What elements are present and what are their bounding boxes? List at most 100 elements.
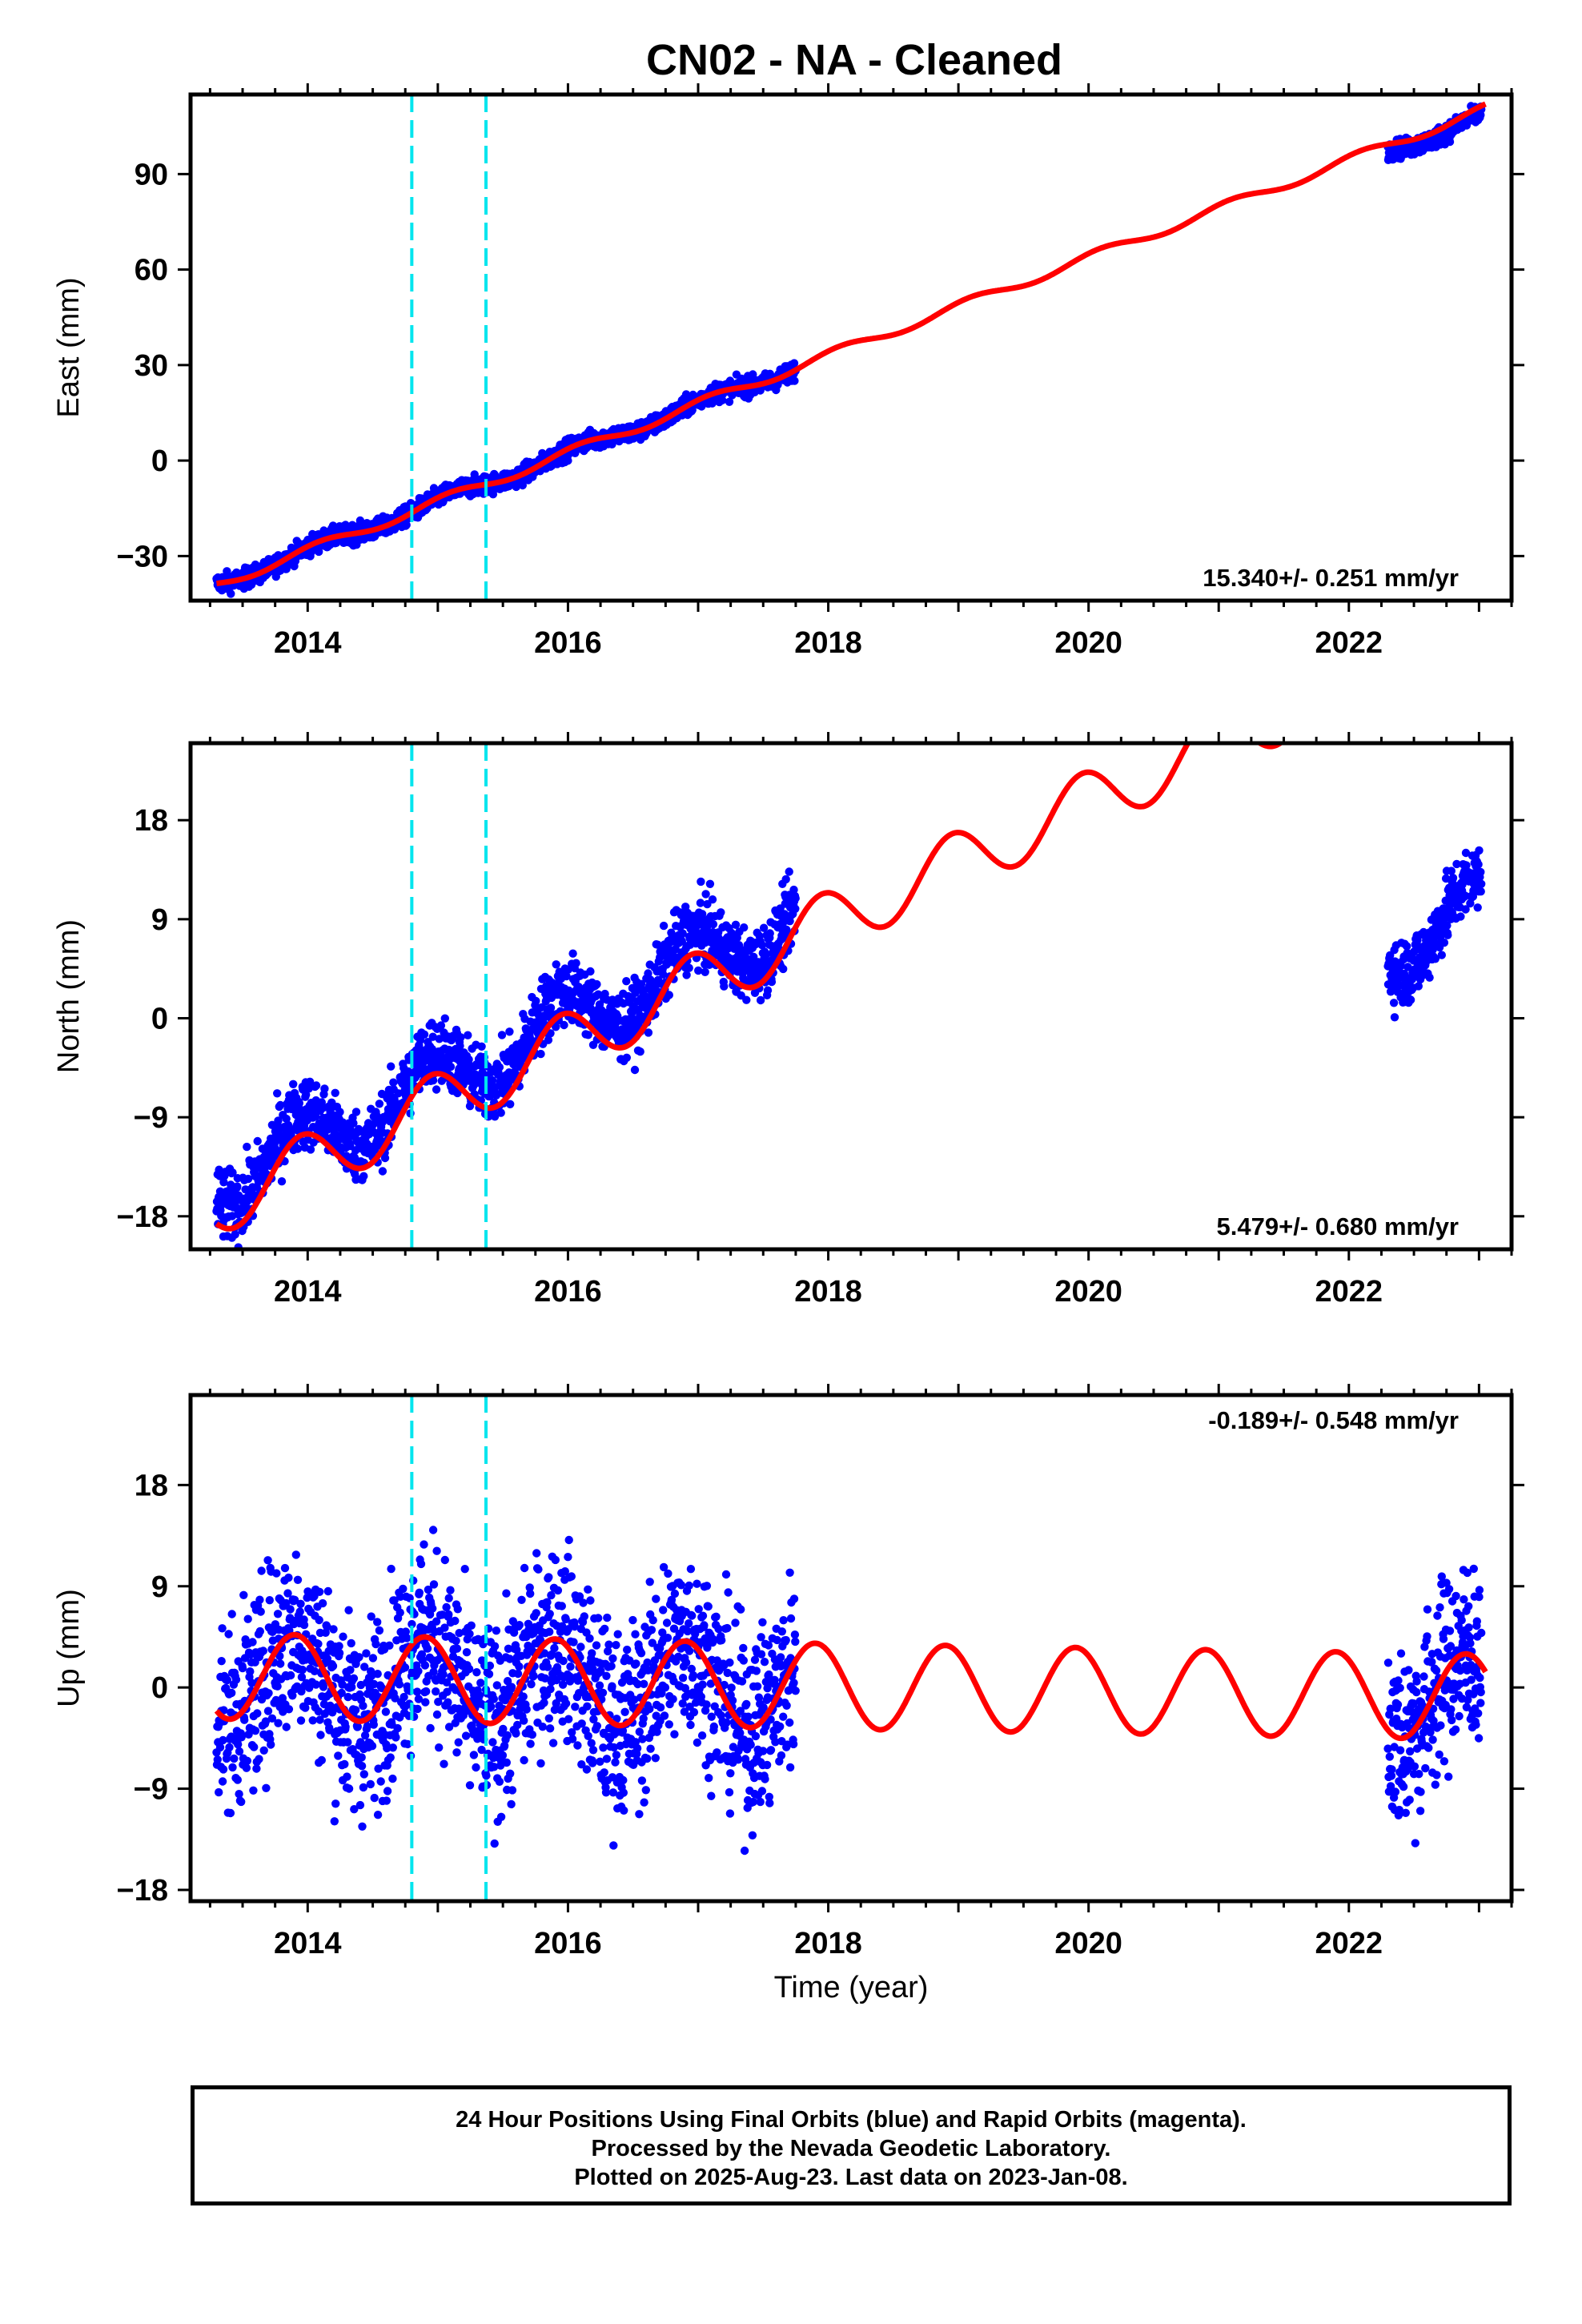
up-data-point: [548, 1739, 558, 1747]
north-data-point: [394, 1089, 403, 1098]
north-y-tick-label: −9: [134, 1101, 168, 1135]
up-data-point: [396, 1608, 404, 1617]
up-data-point: [297, 1673, 307, 1682]
up-data-point: [273, 1610, 283, 1618]
up-data-point: [527, 1679, 536, 1689]
north-data-point: [1452, 859, 1461, 869]
north-data-point: [781, 875, 790, 884]
up-data-point: [440, 1555, 449, 1565]
east-data-point: [1445, 137, 1455, 147]
up-data-point: [461, 1731, 471, 1740]
up-data-point: [349, 1674, 359, 1683]
north-data-point: [496, 1108, 505, 1117]
north-data-point: [682, 971, 691, 979]
up-data-point: [465, 1630, 474, 1638]
up-data-point: [252, 1764, 261, 1773]
north-data-point: [757, 941, 767, 950]
up-data-point: [233, 1775, 242, 1784]
north-data-point: [685, 963, 693, 972]
up-data-point: [230, 1754, 239, 1763]
north-data-point: [742, 995, 751, 1004]
north-data-point: [740, 923, 749, 932]
up-data-point: [545, 1724, 555, 1733]
up-data-point: [315, 1587, 324, 1597]
north-data-point: [1476, 887, 1485, 896]
up-data-point: [454, 1738, 463, 1747]
up-data-point: [255, 1755, 263, 1763]
up-data-point: [355, 1653, 363, 1662]
up-data-point: [428, 1604, 437, 1613]
north-data-point: [311, 1112, 320, 1121]
north-data-point: [335, 1108, 344, 1116]
up-data-point: [267, 1714, 277, 1723]
up-data-point: [462, 1648, 472, 1657]
up-data-point: [329, 1625, 338, 1634]
north-data-point: [544, 1035, 553, 1044]
east-y-tick-label: −30: [117, 540, 168, 573]
up-data-point: [487, 1702, 496, 1711]
up-data-point: [273, 1682, 282, 1691]
up-data-point: [242, 1763, 251, 1772]
north-data-point: [464, 1031, 472, 1039]
up-data-point: [282, 1723, 291, 1731]
up-data-point: [316, 1731, 325, 1739]
up-data-point: [265, 1596, 274, 1605]
north-data-point: [568, 949, 577, 958]
north-y-tick-label: 18: [135, 804, 168, 838]
up-data-point: [344, 1606, 353, 1614]
up-data-point: [517, 1595, 526, 1605]
up-data-point: [286, 1605, 295, 1614]
up-data-point: [247, 1679, 256, 1687]
east-data-point: [717, 396, 727, 404]
up-data-point: [259, 1647, 267, 1655]
north-data-point: [1461, 848, 1471, 858]
up-data-point: [375, 1626, 384, 1635]
north-data-point: [659, 970, 668, 979]
north-data-point: [532, 996, 540, 1006]
up-data-point: [553, 1586, 563, 1595]
up-data-point: [432, 1710, 442, 1719]
north-data-point: [228, 1168, 237, 1177]
north-data-point: [274, 1116, 283, 1125]
north-data-point: [789, 885, 798, 895]
up-data-point: [288, 1691, 297, 1700]
up-data-point: [373, 1811, 383, 1819]
up-data-point: [315, 1615, 323, 1625]
north-data-point: [295, 1099, 303, 1108]
east-y-tick-label: 90: [135, 158, 168, 191]
north-data-point: [1462, 861, 1471, 870]
up-data-point: [515, 1662, 524, 1671]
up-data-point: [363, 1722, 371, 1731]
north-data-point: [1476, 867, 1485, 877]
up-data-point: [227, 1688, 236, 1698]
up-data-point: [318, 1598, 327, 1608]
up-data-point: [282, 1598, 291, 1608]
north-data-point: [560, 1020, 568, 1030]
north-data-point: [720, 982, 729, 991]
up-data-point: [435, 1743, 444, 1752]
up-data-point: [561, 1699, 571, 1708]
north-data-point: [701, 967, 709, 977]
up-data-point: [529, 1671, 538, 1680]
north-data-point: [705, 960, 714, 970]
chart-title: CN02 - NA - Cleaned: [645, 36, 1063, 84]
up-data-point: [382, 1796, 391, 1805]
north-data-point: [231, 1230, 239, 1239]
north-data-point: [779, 964, 788, 974]
up-data-point: [482, 1771, 491, 1780]
up-data-point: [359, 1783, 368, 1792]
up-data-point: [544, 1573, 553, 1582]
up-data-point: [235, 1747, 244, 1756]
up-data-point: [386, 1753, 395, 1762]
up-data-point: [476, 1679, 485, 1687]
north-data-point: [594, 990, 603, 999]
north-x-tick-label: 2020: [1054, 1275, 1122, 1309]
north-data-point: [756, 995, 765, 1005]
up-data-point: [385, 1641, 394, 1650]
up-data-point: [465, 1781, 475, 1790]
up-data-point: [226, 1808, 235, 1818]
up-data-point: [284, 1573, 293, 1582]
up-data-point: [251, 1727, 260, 1735]
up-data-point: [440, 1759, 448, 1768]
